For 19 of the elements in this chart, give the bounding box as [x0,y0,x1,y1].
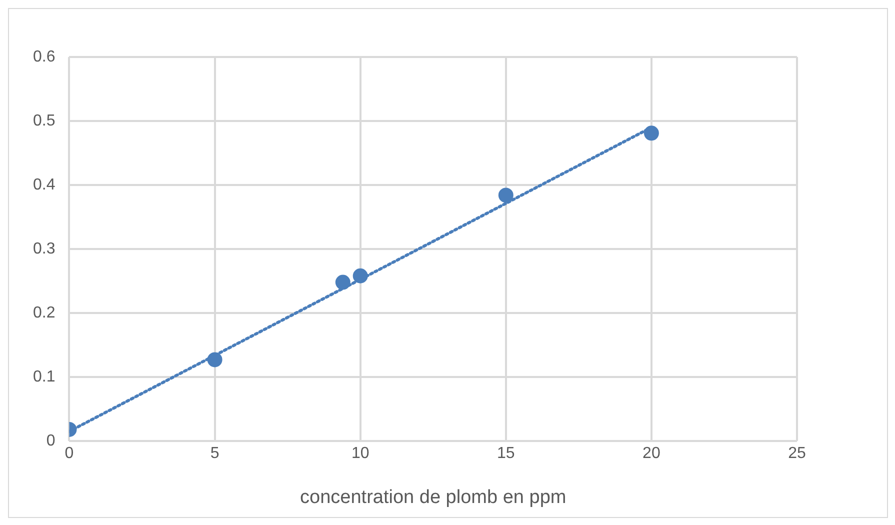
x-tick-label: 10 [351,445,370,462]
y-tick-label: 0.2 [32,304,56,322]
point [352,268,368,284]
x-tick-label: 25 [788,445,806,462]
x-tick-label: 15 [497,445,515,462]
x-tick-label: 5 [210,445,220,462]
y-tick-label: 0.4 [32,176,56,194]
x-axis-title: concentration de plomb en ppm [300,486,566,508]
y-tick-label: 0.1 [32,368,56,386]
y-tick-label: 0.5 [32,112,56,130]
y-tick-label: 0 [46,432,56,450]
point [644,126,659,141]
point [335,274,350,290]
point [207,352,222,368]
x-tick-label: 0 [64,445,74,462]
point [498,188,514,203]
y-tick-label: 0.3 [32,240,56,258]
y-tick-label: 0.6 [32,48,56,66]
x-tick-label: 20 [642,445,660,462]
